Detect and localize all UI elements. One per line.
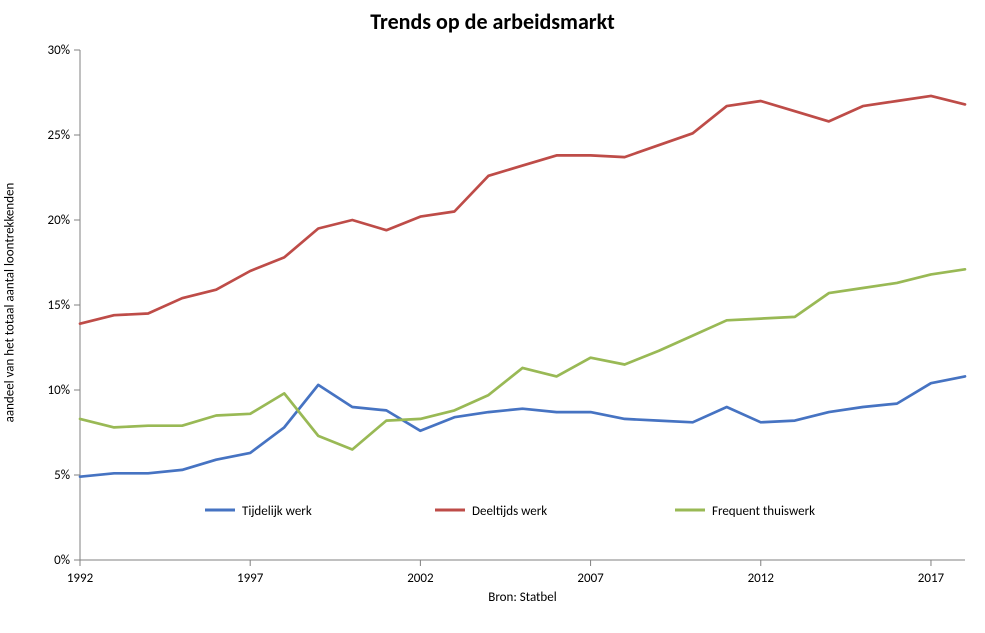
chart-svg: 0% 5% 10% 15% 20% 25% 30% 1992 1997 2002 2007 2012 2… — [0, 0, 985, 628]
x-tick-label: 1992 — [67, 571, 94, 586]
legend-label: Tijdelijk werk — [242, 504, 312, 519]
series-line-tijdelijk-werk — [80, 376, 965, 476]
y-tick-label: 20% — [48, 213, 70, 228]
y-axis-label: aandeel van het totaal aantal loontrekke… — [3, 153, 18, 453]
y-tick-label: 15% — [48, 298, 70, 313]
x-tick-label: 1997 — [237, 571, 264, 586]
legend-label: Deeltijds werk — [472, 504, 547, 519]
x-tick-label: 2012 — [748, 571, 775, 586]
y-tick-label: 0% — [54, 553, 70, 568]
x-tick-label: 2002 — [407, 571, 434, 586]
y-tick-label: 25% — [48, 128, 70, 143]
source-label: Bron: Statbel — [80, 590, 965, 605]
x-tick-label: 2007 — [577, 571, 604, 586]
y-tick-label: 5% — [54, 468, 70, 483]
legend-label: Frequent thuiswerk — [712, 504, 815, 519]
series-line-frequent-thuiswerk — [80, 269, 965, 449]
series-line-deeltijds-werk — [80, 96, 965, 324]
chart-title: Trends op de arbeidsmarkt — [0, 8, 985, 35]
y-tick-label: 30% — [48, 43, 70, 58]
y-tick-label: 10% — [48, 383, 70, 398]
x-tick-label: 2017 — [918, 571, 945, 586]
chart-container: Trends op de arbeidsmarkt aandeel van he… — [0, 0, 985, 628]
